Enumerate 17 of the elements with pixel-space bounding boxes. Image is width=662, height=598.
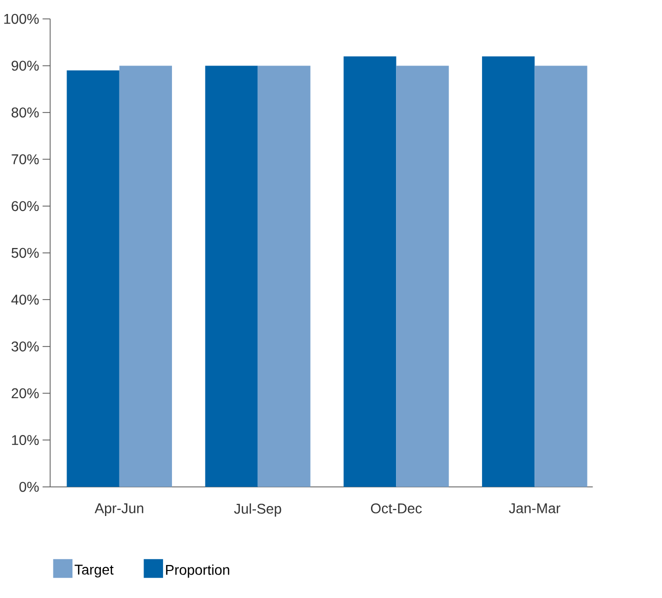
y-tick-label: 30% xyxy=(12,341,39,352)
y-tick-label: 50% xyxy=(12,248,39,258)
y-tick-label: 10% xyxy=(12,434,39,445)
x-tick-label: Jan-Mar xyxy=(508,503,560,514)
y-tick-label: 90% xyxy=(12,60,39,71)
y-tick-label: 80% xyxy=(12,107,39,118)
legend-label: Target xyxy=(74,564,114,578)
y-tick-label: 70% xyxy=(12,154,39,164)
y-tick-label: 0% xyxy=(19,482,39,492)
y-tick-label: 60% xyxy=(12,200,39,211)
y-tick-label: 20% xyxy=(12,388,39,398)
x-tick-label: Jul-Sep xyxy=(234,503,282,516)
y-tick-label: 40% xyxy=(11,294,39,304)
y-tick-label: 100% xyxy=(4,14,39,24)
legend-label: Proportion xyxy=(166,564,230,578)
x-tick-label: Apr-Jun xyxy=(94,503,144,516)
x-tick-label: Oct-Dec xyxy=(370,503,422,514)
